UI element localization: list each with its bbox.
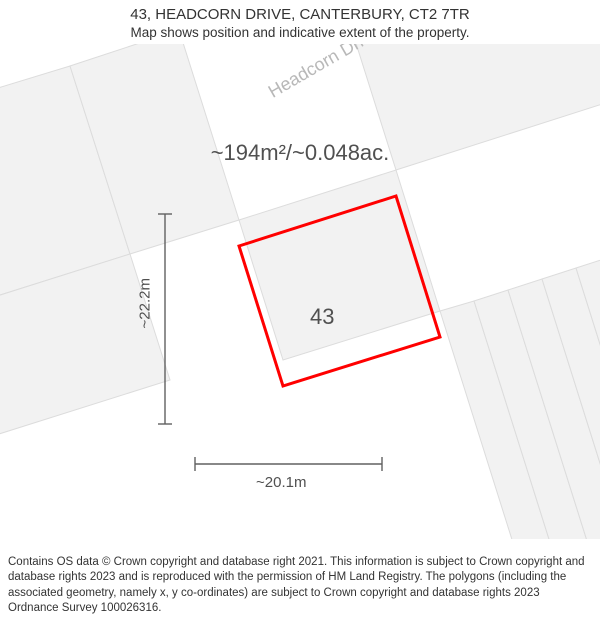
area-label: ~194m²/~0.048ac. [211,140,390,166]
page-subtitle: Map shows position and indicative extent… [0,25,600,40]
building-outline [239,170,440,360]
dim-vertical-label: ~22.2m [137,278,154,328]
header: 43, HEADCORN DRIVE, CANTERBURY, CT2 7TR … [0,0,600,40]
map-canvas: Headcorn Drive ~194m²/~0.048ac. 43 ~22.2… [0,44,600,539]
copyright-footer: Contains OS data © Crown copyright and d… [0,551,600,625]
page-title: 43, HEADCORN DRIVE, CANTERBURY, CT2 7TR [0,6,600,23]
plot-number-label: 43 [310,304,334,330]
map-svg [0,44,600,539]
dim-vertical-line [158,214,172,424]
dim-horizontal-line [195,457,382,471]
dim-horizontal-label: ~20.1m [256,474,306,491]
buildings-group [0,44,600,539]
